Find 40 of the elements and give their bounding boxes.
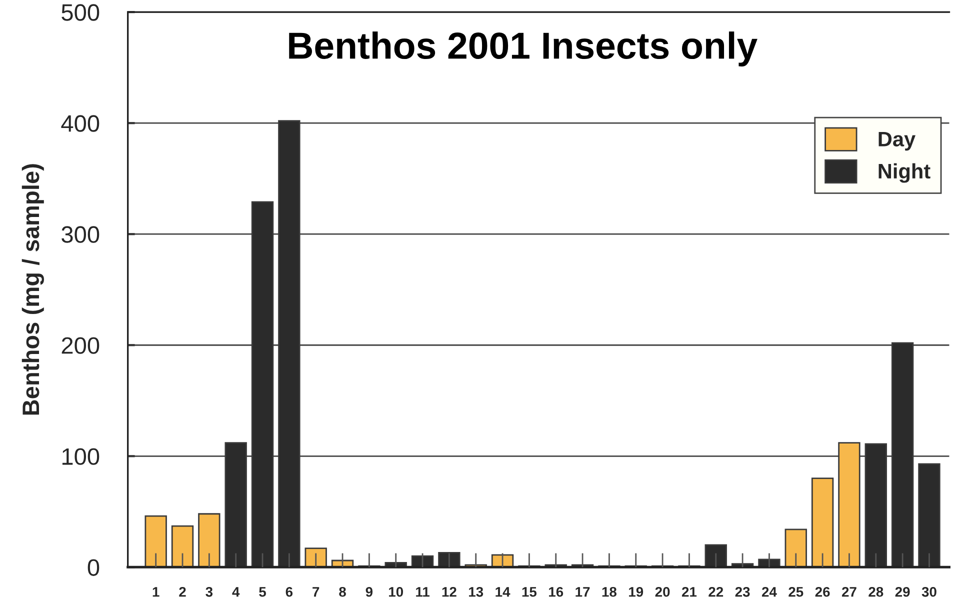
x-tick-label: 26 [815, 586, 830, 597]
x-tick-label: 27 [842, 586, 856, 597]
x-tick-label: 22 [708, 586, 724, 597]
x-tick-label: 13 [469, 586, 484, 597]
x-tick-label: 29 [895, 586, 910, 597]
y-tick-label: 0 [88, 559, 100, 576]
y-tick-label: 300 [62, 226, 100, 243]
x-tick-label: 28 [868, 586, 884, 597]
x-tick-label: 25 [788, 586, 804, 597]
x-tick-label: 5 [259, 587, 266, 597]
y-axis-title: Benthos (mg / sample) [22, 164, 44, 415]
x-tick-label: 16 [549, 586, 564, 597]
x-tick-label: 15 [522, 587, 537, 597]
x-tick-label: 12 [442, 586, 456, 597]
chart-title: Benthos 2001 Insects only [289, 32, 758, 66]
x-tick-label: 30 [922, 586, 936, 597]
x-tick-label: 6 [286, 586, 293, 597]
x-tick-label: 2 [179, 586, 186, 597]
x-tick-label: 4 [232, 587, 240, 597]
x-tick-label: 14 [496, 587, 510, 597]
x-tick-label: 8 [339, 586, 346, 597]
x-tick-label: 19 [629, 586, 644, 597]
y-tick-label: 400 [61, 115, 100, 132]
y-tick-label: 200 [62, 337, 100, 354]
x-tick-label: 1 [152, 587, 160, 597]
x-tick-label: 9 [366, 586, 373, 597]
x-tick-label: 23 [735, 586, 750, 597]
x-tick-label: 24 [762, 586, 777, 597]
x-tick-label: 7 [312, 587, 320, 597]
legend-label: Night [878, 163, 930, 183]
x-tick-label: 3 [206, 586, 213, 597]
x-tick-label: 10 [389, 586, 404, 597]
x-tick-label: 21 [682, 586, 697, 597]
y-tick-label: 500 [62, 4, 100, 21]
y-tick-label: 100 [62, 448, 100, 465]
x-tick-label: 18 [602, 586, 617, 597]
x-tick-label: 17 [576, 587, 590, 597]
legend-label: Day [878, 132, 916, 151]
x-tick-label: 20 [655, 586, 670, 597]
x-tick-label: 11 [416, 587, 430, 597]
